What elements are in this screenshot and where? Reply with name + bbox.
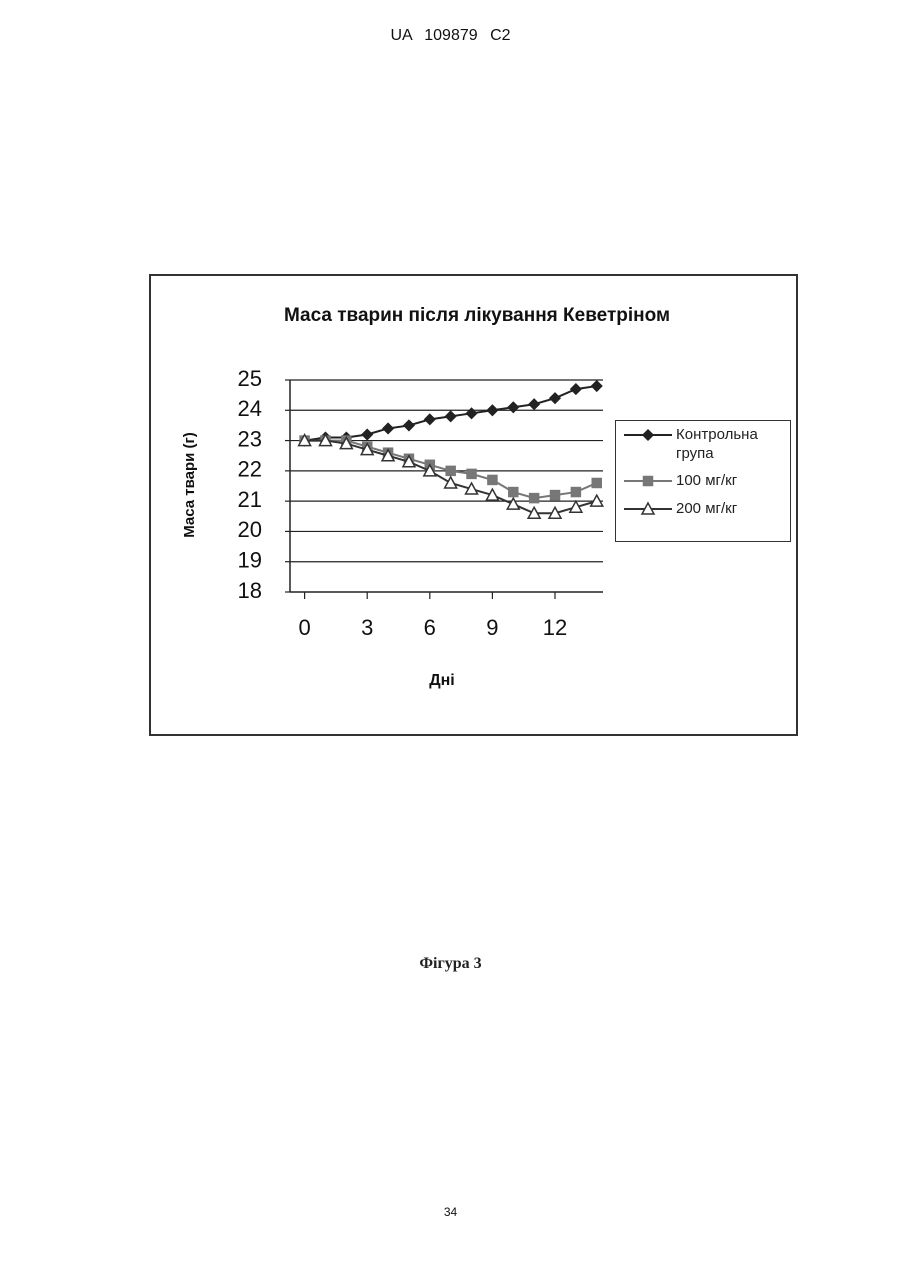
y-tick-label: 23 [238, 426, 262, 451]
point [571, 384, 581, 394]
point [592, 381, 602, 391]
point [487, 405, 497, 415]
y-tick-label: 20 [238, 517, 262, 542]
x-tick-label: 9 [486, 615, 498, 640]
legend: Контрольна група 100 мг/кг 200 мг/кг [615, 420, 791, 542]
point [425, 414, 435, 424]
y-tick-label: 21 [238, 487, 262, 512]
point [530, 494, 539, 503]
y-tick-label: 22 [238, 457, 262, 482]
legend-entry: Контрольна група [620, 425, 786, 463]
legend-swatch [620, 425, 676, 445]
legend-swatch [620, 499, 676, 519]
x-tick-label: 3 [361, 615, 373, 640]
point [643, 430, 653, 440]
point [550, 393, 560, 403]
y-tick-label: 18 [238, 578, 262, 603]
point [446, 411, 456, 421]
point [644, 477, 653, 486]
point [467, 469, 476, 478]
legend-label: 200 мг/кг [676, 499, 786, 518]
chart: Маса тварин після лікування Кеветріном М… [0, 0, 901, 1273]
point [571, 488, 580, 497]
legend-entry: 200 мг/кг [620, 499, 786, 519]
point [445, 477, 457, 488]
y-tick-label: 25 [238, 366, 262, 391]
point [529, 399, 539, 409]
x-axis-label: Дні [429, 672, 455, 689]
page-number: 34 [0, 1205, 901, 1219]
point [507, 498, 519, 509]
figure-caption: Фігура 3 [0, 955, 901, 973]
point [592, 478, 601, 487]
point [404, 420, 414, 430]
x-tick-label: 6 [424, 615, 436, 640]
x-tick-label: 12 [543, 615, 567, 640]
point [509, 488, 518, 497]
page: UA 109879 C2 Маса тварин після лікування… [0, 0, 901, 1273]
point [551, 491, 560, 500]
point [383, 423, 393, 433]
y-tick-label: 19 [238, 548, 262, 573]
legend-entry: 100 мг/кг [620, 471, 786, 491]
legend-label: Контрольна група [676, 425, 786, 463]
point [362, 430, 372, 440]
point [446, 466, 455, 475]
legend-swatch [620, 471, 676, 491]
y-tick-label: 24 [238, 396, 262, 421]
chart-title: Маса тварин після лікування Кеветріном [284, 305, 670, 326]
legend-label: 100 мг/кг [676, 471, 786, 490]
y-axis-label: Маса твари (г) [181, 432, 198, 538]
point [488, 475, 497, 484]
x-tick-label: 0 [298, 615, 310, 640]
